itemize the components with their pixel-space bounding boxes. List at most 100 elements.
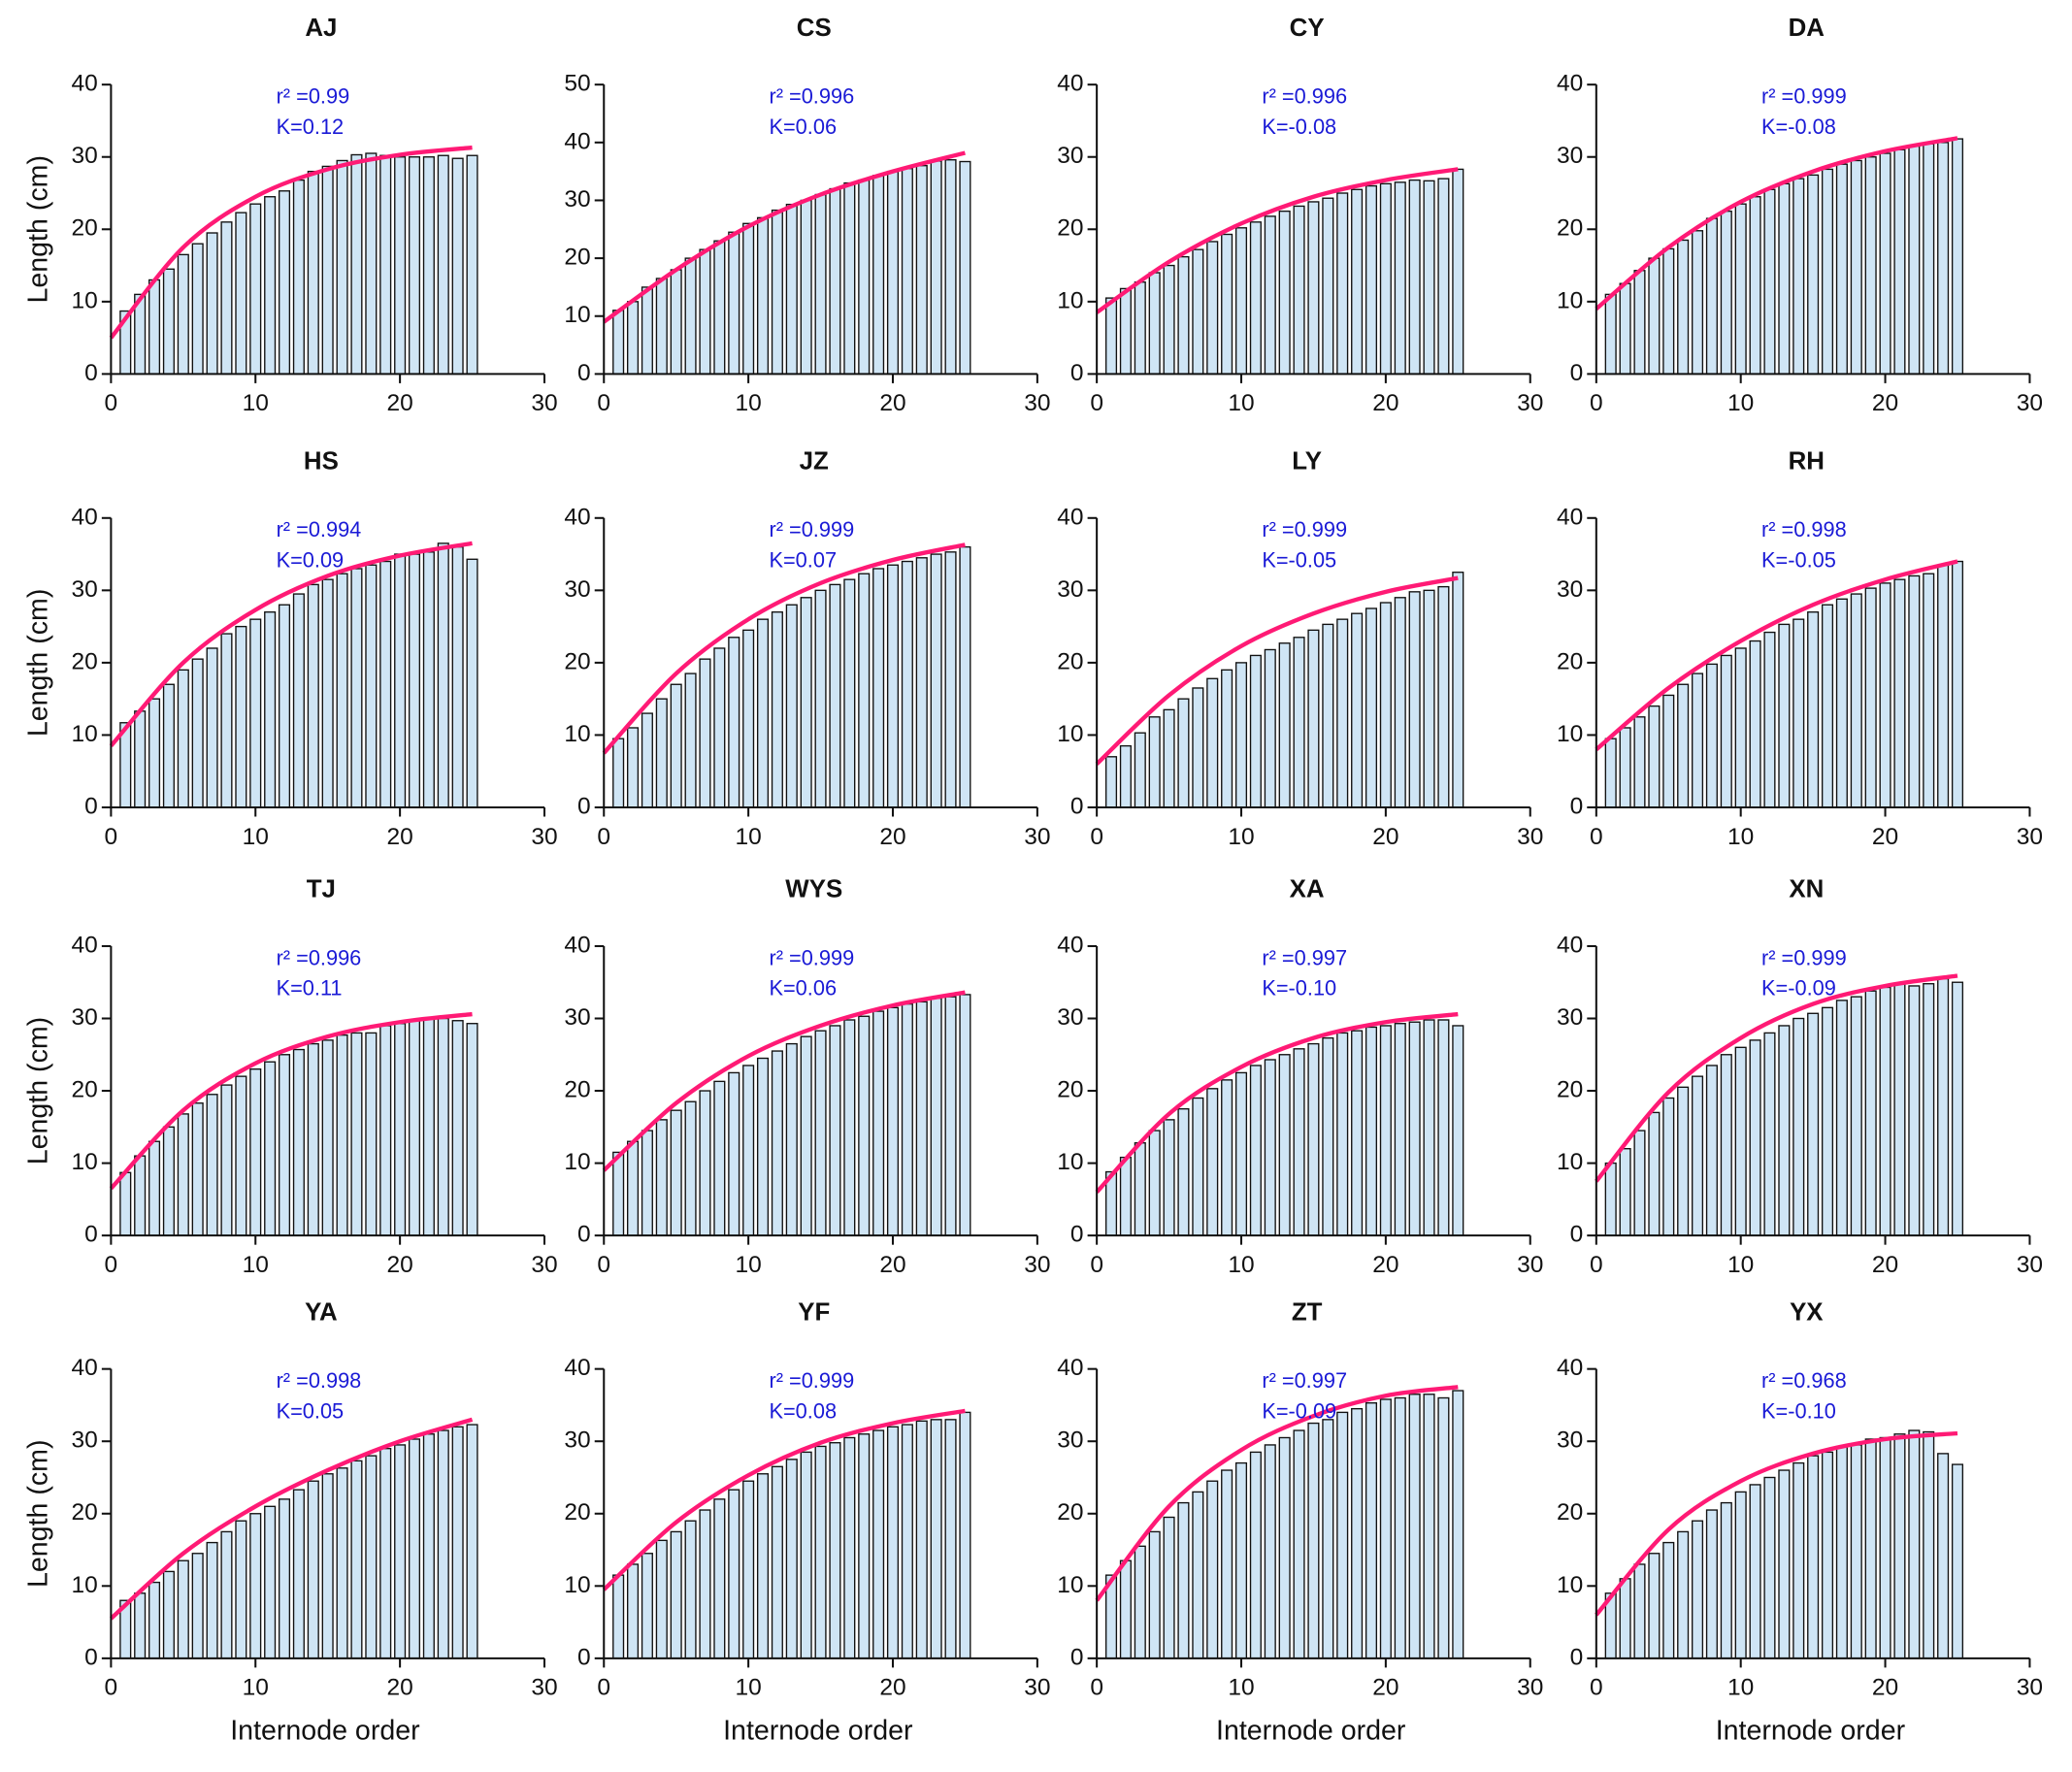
bar bbox=[206, 1541, 218, 1659]
x-tick-label: 30 bbox=[2017, 1675, 2043, 1701]
bar bbox=[1835, 1000, 1848, 1236]
bar bbox=[1807, 174, 1820, 376]
bar bbox=[278, 1498, 291, 1659]
bar bbox=[944, 996, 957, 1236]
bar bbox=[1423, 180, 1435, 376]
y-tick-label: 0 bbox=[577, 360, 591, 386]
bar bbox=[1119, 744, 1132, 808]
y-tick-label: 40 bbox=[564, 128, 590, 154]
bar bbox=[1119, 1559, 1132, 1659]
bar bbox=[1893, 578, 1906, 808]
bar bbox=[408, 1438, 421, 1659]
bar bbox=[350, 1032, 363, 1236]
bar bbox=[843, 1436, 856, 1659]
bar bbox=[1633, 716, 1646, 808]
y-tick-label: 0 bbox=[1570, 1222, 1584, 1248]
x-tick-label: 0 bbox=[1590, 390, 1603, 416]
bar bbox=[307, 1480, 319, 1659]
bar bbox=[1307, 1042, 1320, 1236]
bar bbox=[1619, 1148, 1631, 1236]
bar bbox=[1336, 1032, 1349, 1236]
y-tick-label: 10 bbox=[1557, 721, 1583, 747]
bar bbox=[1408, 179, 1421, 376]
bar bbox=[1423, 1019, 1435, 1236]
bar bbox=[1192, 1491, 1204, 1659]
bar bbox=[1792, 618, 1805, 808]
x-tick-label: 0 bbox=[1090, 1675, 1103, 1701]
bar bbox=[785, 1042, 798, 1236]
bar bbox=[1307, 629, 1320, 808]
annotation: r² =0.999 bbox=[1761, 945, 1847, 969]
bar bbox=[699, 1090, 711, 1236]
x-tick-label: 10 bbox=[1727, 390, 1754, 416]
bar bbox=[1221, 669, 1233, 808]
bar bbox=[1394, 1396, 1406, 1659]
y-tick-label: 10 bbox=[1057, 1572, 1083, 1598]
y-tick-label: 30 bbox=[1557, 576, 1583, 603]
y-tick-label: 30 bbox=[1057, 576, 1083, 603]
bar bbox=[1365, 184, 1378, 376]
y-tick-label: 30 bbox=[71, 143, 97, 169]
y-axis-label: Length (cm) bbox=[22, 155, 53, 303]
bar bbox=[177, 1113, 189, 1236]
bar bbox=[829, 583, 841, 808]
bar bbox=[670, 1109, 682, 1236]
bar bbox=[1264, 1444, 1276, 1659]
y-tick-label: 30 bbox=[564, 186, 590, 213]
bar bbox=[1234, 1071, 1248, 1236]
bar bbox=[394, 1023, 407, 1236]
y-tick-label: 50 bbox=[564, 71, 590, 97]
y-tick-label: 0 bbox=[84, 360, 98, 386]
x-tick-label: 20 bbox=[879, 1675, 905, 1701]
bar bbox=[162, 1126, 175, 1236]
bar bbox=[1923, 983, 1935, 1236]
y-tick-label: 20 bbox=[564, 648, 590, 674]
x-tick-label: 20 bbox=[879, 824, 905, 850]
bar bbox=[1734, 203, 1747, 376]
bar bbox=[437, 542, 449, 808]
bar bbox=[1951, 981, 1964, 1236]
bar bbox=[278, 190, 291, 376]
bar bbox=[408, 156, 421, 376]
bar bbox=[350, 1460, 363, 1659]
bar bbox=[1792, 1461, 1805, 1659]
bar bbox=[422, 1433, 435, 1659]
bar bbox=[191, 1553, 204, 1659]
bar bbox=[1249, 654, 1262, 808]
bar bbox=[1351, 612, 1364, 808]
y-tick-label: 0 bbox=[1570, 360, 1584, 386]
bar bbox=[670, 683, 682, 808]
bar bbox=[1879, 152, 1891, 376]
x-tick-label: 0 bbox=[105, 1252, 118, 1278]
bar bbox=[1763, 1032, 1776, 1236]
bar bbox=[1148, 1530, 1161, 1659]
bar bbox=[191, 658, 204, 808]
bar bbox=[1821, 168, 1834, 376]
bar bbox=[684, 257, 697, 376]
x-tick-label: 20 bbox=[1372, 824, 1398, 850]
y-tick-label: 40 bbox=[564, 504, 590, 530]
bar bbox=[626, 727, 640, 808]
panel-title: LY bbox=[1292, 447, 1322, 475]
x-tick-label: 10 bbox=[1727, 1252, 1754, 1278]
x-tick-label: 10 bbox=[1228, 824, 1254, 850]
annotation: K=0.08 bbox=[769, 1398, 837, 1423]
bar bbox=[1691, 673, 1704, 808]
bar bbox=[1879, 1436, 1891, 1659]
bar bbox=[930, 997, 942, 1236]
x-tick-label: 20 bbox=[386, 824, 412, 850]
bar bbox=[1134, 1545, 1146, 1659]
bar bbox=[1662, 1541, 1675, 1659]
bar bbox=[829, 1442, 841, 1659]
bar bbox=[713, 240, 726, 376]
y-axis-label: Length (cm) bbox=[22, 589, 53, 737]
bar bbox=[220, 633, 233, 808]
bar bbox=[771, 611, 783, 808]
bar bbox=[843, 578, 856, 808]
bar bbox=[713, 1498, 726, 1659]
bar bbox=[800, 1035, 812, 1236]
fit-curve bbox=[109, 1417, 474, 1621]
bar bbox=[177, 1559, 189, 1659]
x-tick-label: 20 bbox=[1372, 1675, 1398, 1701]
